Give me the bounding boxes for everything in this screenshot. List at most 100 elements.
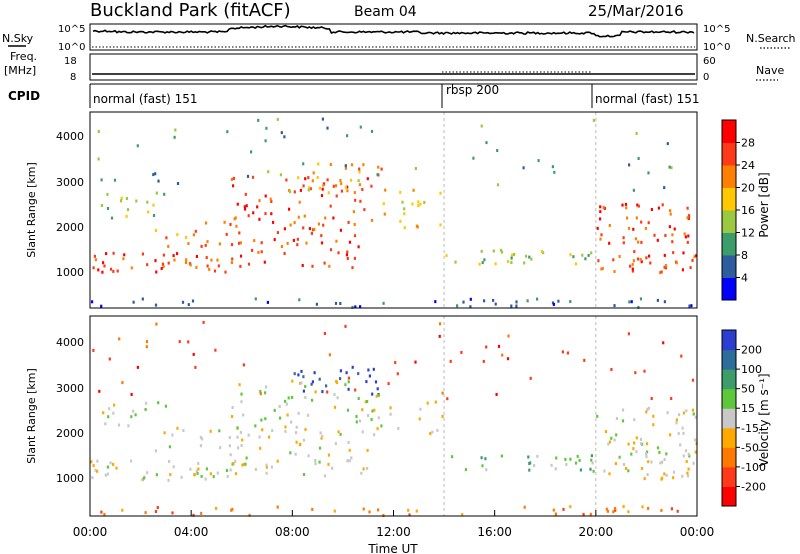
heatmap-cell: [296, 243, 299, 247]
heatmap-cell: [649, 261, 652, 265]
heatmap-cell: [622, 463, 626, 466]
heatmap-cell: [540, 250, 544, 253]
heatmap-cell: [640, 467, 644, 470]
beam-label: Beam 04: [354, 4, 417, 20]
heatmap-cell: [243, 205, 246, 209]
heatmap-cell: [339, 179, 342, 182]
heatmap-cell: [507, 260, 510, 263]
heatmap-cell: [344, 324, 347, 328]
heatmap-cell: [276, 117, 279, 121]
heatmap-cell: [621, 408, 625, 412]
heatmap-cell: [345, 253, 348, 257]
heatmap-cell: [676, 509, 679, 513]
heatmap-cell: [180, 475, 183, 479]
heatmap-cell: [94, 258, 97, 262]
colorbar-segment: [722, 210, 736, 233]
heatmap-cell: [528, 468, 531, 472]
heatmap-cell: [101, 270, 104, 274]
heatmap-cell: [500, 250, 504, 254]
heatmap-cell: [419, 407, 422, 411]
heatmap-cell: [645, 455, 648, 459]
heatmap-cell: [511, 253, 514, 257]
heatmap-cell: [665, 473, 668, 477]
heatmap-cell: [675, 421, 678, 425]
heatmap-cell: [347, 387, 350, 391]
heatmap-cell: [232, 184, 235, 188]
heatmap-cell: [326, 390, 329, 394]
heatmap-cell: [494, 262, 497, 266]
heatmap-cell: [102, 261, 105, 265]
heatmap-cell: [240, 444, 243, 447]
heatmap-cell: [640, 220, 643, 224]
heatmap-cell: [327, 453, 331, 457]
heatmap-cell: [318, 446, 322, 450]
heatmap-cell: [276, 231, 279, 235]
heatmap-cell: [482, 359, 485, 363]
heatmap-cell: [614, 462, 617, 465]
heatmap-cell: [185, 258, 188, 262]
heatmap-cell: [155, 191, 158, 195]
heatmap-cell: [147, 210, 150, 214]
heatmap-cell: [302, 162, 305, 166]
heatmap-cell: [557, 299, 560, 303]
heatmap-cell: [318, 377, 321, 381]
colorbar-segment: [722, 408, 736, 429]
heatmap-cell: [375, 394, 378, 398]
heatmap-cell: [103, 513, 106, 516]
heatmap-cell: [647, 171, 650, 175]
nsky-series-line: [92, 24, 695, 38]
heatmap-cell: [633, 441, 636, 445]
velocity-colorbar-label: Velocity [m s⁻¹]: [757, 373, 771, 466]
heatmap-cell: [253, 239, 256, 243]
colorbar-tick-label: 12: [741, 227, 755, 240]
heatmap-cell: [350, 456, 353, 460]
heatmap-cell: [210, 258, 213, 262]
heatmap-cell: [687, 234, 690, 238]
power-colorbar: 4 8 12 16 20 24 28: [721, 119, 755, 301]
heatmap-cell: [132, 300, 135, 304]
heatmap-cell: [136, 144, 139, 148]
heatmap-cell: [621, 203, 624, 207]
heatmap-cell: [681, 426, 684, 430]
heatmap-cell: [376, 173, 379, 177]
heatmap-cell: [627, 510, 630, 514]
heatmap-cell: [552, 508, 555, 512]
heatmap-cell: [650, 208, 653, 211]
heatmap-cell: [626, 216, 629, 220]
heatmap-cell: [389, 412, 392, 416]
heatmap-cell: [286, 413, 289, 417]
heatmap-cell: [446, 397, 449, 401]
heatmap-cell: [436, 428, 439, 432]
heatmap-cell: [371, 392, 374, 396]
velocity-ytick-1000: 1000: [56, 472, 84, 485]
heatmap-cell: [377, 508, 380, 512]
heatmap-cell: [346, 408, 350, 412]
heatmap-cell: [239, 264, 242, 268]
heatmap-cell: [677, 432, 680, 436]
heatmap-cell: [631, 269, 634, 273]
heatmap-cell: [423, 200, 426, 204]
heatmap-cell: [324, 216, 327, 220]
heatmap-cell: [204, 243, 207, 247]
heatmap-cell: [346, 250, 349, 254]
heatmap-cell: [130, 393, 133, 396]
heatmap-cell: [270, 465, 273, 469]
heatmap-cell: [644, 226, 647, 230]
heatmap-cell: [265, 126, 268, 130]
heatmap-cell: [333, 393, 336, 397]
heatmap-cell: [167, 478, 170, 482]
heatmap-cell: [284, 429, 287, 433]
heatmap-cell: [247, 214, 250, 218]
heatmap-cell: [337, 430, 340, 434]
heatmap-cell: [320, 234, 323, 238]
heatmap-cell: [135, 199, 138, 203]
heatmap-cell: [339, 432, 342, 436]
heatmap-cell: [236, 202, 239, 206]
heatmap-cell: [332, 216, 335, 220]
heatmap-cell: [239, 254, 243, 258]
heatmap-cell: [339, 377, 342, 381]
heatmap-cell: [197, 462, 200, 465]
heatmap-cell: [660, 270, 663, 274]
heatmap-cell: [201, 437, 204, 441]
heatmap-cell: [553, 170, 556, 174]
